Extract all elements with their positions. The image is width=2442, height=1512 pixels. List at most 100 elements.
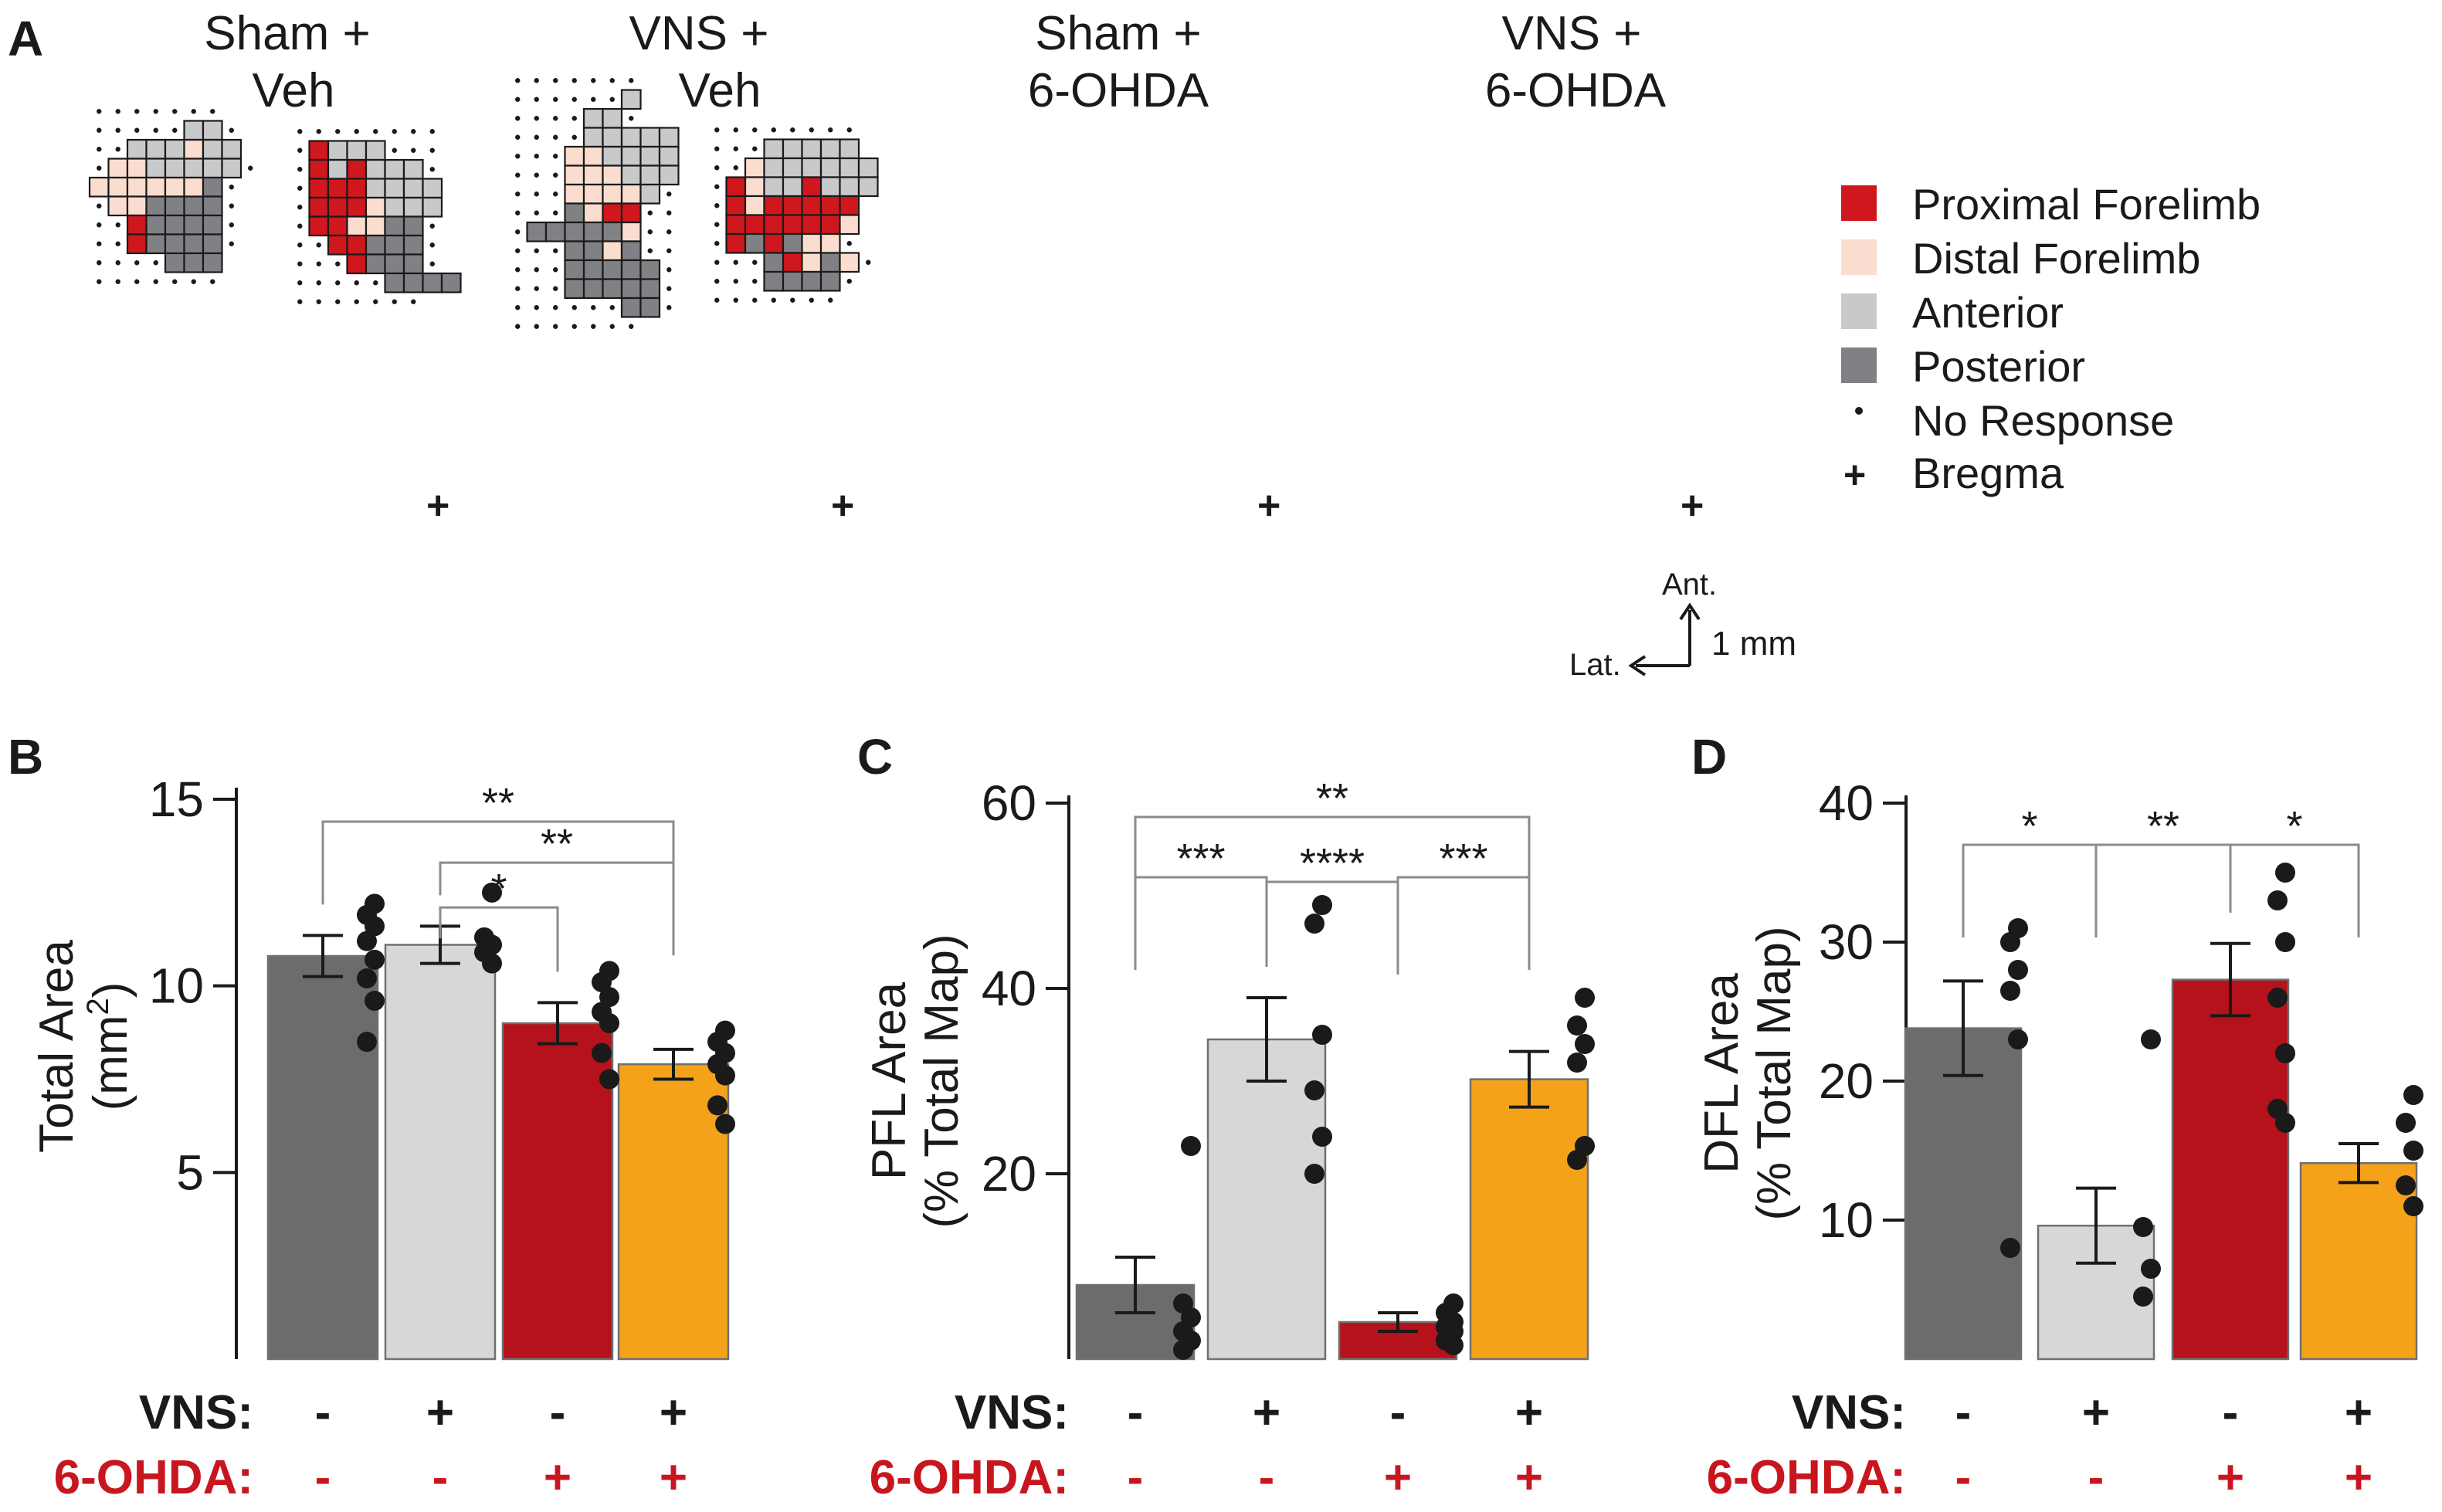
no-response-site <box>752 127 758 133</box>
significance-label: *** <box>1176 836 1225 882</box>
no-response-site <box>392 147 397 153</box>
proximal-forelimb-site <box>346 158 368 180</box>
no-response-site <box>629 324 634 329</box>
posterior-site <box>145 214 167 236</box>
bar <box>2299 1161 2418 1361</box>
no-response-site <box>115 222 120 228</box>
proximal-forelimb-site <box>782 195 803 216</box>
significance-label: * <box>490 866 507 912</box>
anterior-site <box>602 145 623 167</box>
no-response-site <box>354 280 359 286</box>
no-response-site <box>515 154 521 159</box>
data-point <box>1173 1340 1193 1360</box>
no-response-site <box>571 305 577 310</box>
data-point <box>715 1065 735 1086</box>
no-response-site <box>714 146 720 151</box>
anterior-site <box>819 157 841 178</box>
posterior-site <box>582 221 604 242</box>
distal-forelimb-site <box>582 164 604 186</box>
no-response-site <box>429 129 435 134</box>
bar <box>1469 1078 1589 1361</box>
treatment-symbols: - - + - - + + + - - + - - + + + - - + - - + + + <box>315 1386 2372 1504</box>
no-response-site <box>115 279 120 284</box>
distal-forelimb-site <box>183 176 205 198</box>
posterior-site <box>183 233 205 255</box>
no-response-site <box>297 223 303 229</box>
no-response-site <box>229 127 234 133</box>
posterior-site <box>202 233 223 255</box>
no-response-site <box>553 172 558 178</box>
no-response-site <box>534 192 539 197</box>
posterior-site <box>564 202 585 224</box>
anterior-site <box>582 107 604 129</box>
no-response-site <box>411 129 416 134</box>
posterior-site <box>526 221 548 242</box>
no-response-site <box>553 210 558 215</box>
y-tick-label: 10 <box>149 958 204 1014</box>
anterior-site <box>620 127 642 148</box>
anterior-site <box>365 178 386 199</box>
anterior-site <box>801 157 822 178</box>
data-point <box>1312 895 1332 915</box>
no-response-site <box>335 129 341 134</box>
vns-symbol: + <box>426 1386 454 1439</box>
no-response-site <box>429 147 435 153</box>
no-response-site <box>553 324 558 329</box>
bregma-marker: + <box>1257 483 1280 528</box>
posterior-site <box>801 270 822 292</box>
anterior-site <box>857 157 879 178</box>
no-response-site <box>714 127 720 133</box>
group-title-3-line2: 6-OHDA <box>1028 64 1209 117</box>
posterior-site <box>602 259 623 280</box>
panel-a-label: A <box>8 11 43 66</box>
no-response-site <box>553 116 558 121</box>
no-response-site <box>354 299 359 304</box>
data-point <box>2267 988 2288 1008</box>
no-response-site <box>429 223 435 229</box>
no-response-site <box>733 259 738 265</box>
no-response-site <box>790 297 795 303</box>
anterior-site <box>782 176 803 198</box>
data-point <box>2000 1238 2020 1258</box>
anterior-site <box>763 157 785 178</box>
group-title-2-line2: Veh <box>679 64 761 117</box>
anterior-site <box>602 107 623 129</box>
ohda-symbol: + <box>1384 1451 1412 1504</box>
no-response-site <box>629 78 634 83</box>
y-tick-label: 20 <box>1819 1053 1874 1109</box>
no-response-site <box>534 97 539 102</box>
no-response-site <box>571 78 577 83</box>
vns-symbol: - <box>315 1386 331 1439</box>
data-point <box>2000 981 2020 1001</box>
y-axis-label-line2: (mm2) <box>81 982 137 1111</box>
posterior-site <box>602 278 623 300</box>
proximal-forelimb-site <box>620 202 642 224</box>
data-point <box>715 1114 735 1134</box>
proximal-forelimb-site <box>801 195 822 216</box>
posterior-site <box>183 195 205 217</box>
proximal-forelimb-site <box>763 214 785 236</box>
scale-arrowhead-left <box>1628 655 1647 676</box>
anterior-site <box>164 138 185 160</box>
distal-forelimb-site <box>744 157 765 178</box>
no-response-site <box>534 154 539 159</box>
data-point <box>1575 1034 1595 1054</box>
no-response-site <box>515 192 521 197</box>
data-point <box>1181 1136 1201 1156</box>
ohda-symbol: + <box>1515 1451 1543 1504</box>
no-response-site <box>752 146 758 151</box>
legend-label-distal-forelimb: Distal Forelimb <box>1912 234 2200 283</box>
significance-bracket <box>1265 880 1399 975</box>
anterior-site <box>126 138 148 160</box>
no-response-site <box>316 280 321 286</box>
no-response-site <box>571 134 577 140</box>
posterior-site <box>402 215 424 237</box>
legend-label-anterior: Anterior <box>1912 288 2064 337</box>
vns-symbol: - <box>1390 1386 1406 1439</box>
panel-d-label: D <box>1691 729 1727 785</box>
no-response-site <box>515 97 521 102</box>
y-tick-label: 60 <box>982 775 1036 831</box>
group-title-4-line1: VNS + <box>1502 7 1642 60</box>
